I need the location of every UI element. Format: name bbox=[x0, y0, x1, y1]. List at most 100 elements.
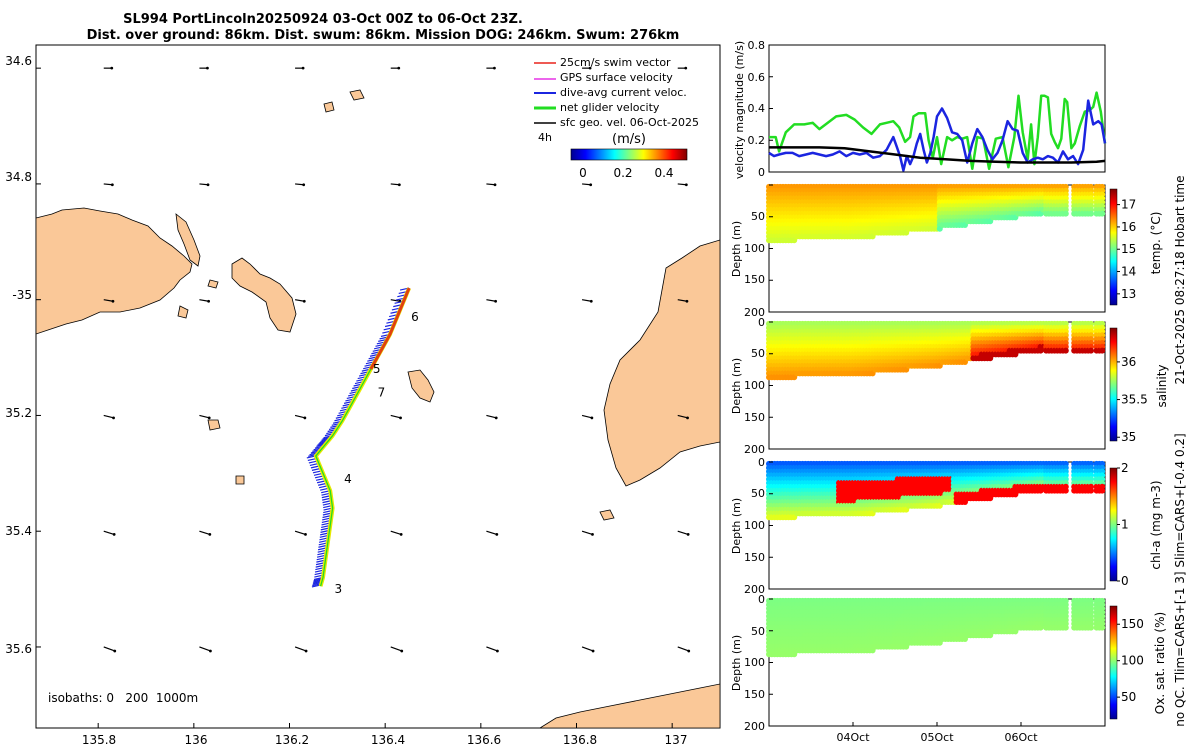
section-point bbox=[1099, 487, 1106, 494]
geo-vector-head bbox=[684, 183, 688, 187]
geo-vector-head bbox=[112, 533, 116, 536]
day-label: 5 bbox=[373, 362, 381, 376]
geo-vector-head bbox=[207, 299, 211, 303]
geo-vector bbox=[199, 414, 210, 419]
temp-y-tick: 200 bbox=[744, 306, 765, 319]
geo-vector bbox=[486, 299, 496, 302]
land-yorke bbox=[603, 239, 720, 487]
section-point bbox=[1099, 210, 1106, 217]
geo-vector-head bbox=[208, 533, 212, 536]
map-colorbar-tick: 0.2 bbox=[613, 166, 632, 180]
geo-vector-head bbox=[590, 416, 594, 420]
figure-title-line1: SL994 PortLincoln20250924 03-Oct 00Z to … bbox=[123, 12, 523, 27]
map-legend: 25cm/s swim vector GPS surface velocity … bbox=[534, 56, 699, 180]
geo-vector-head bbox=[206, 183, 210, 187]
geo-vector-head bbox=[304, 533, 307, 536]
geo-vector bbox=[103, 414, 114, 419]
velocity-y-tick: 0.6 bbox=[748, 71, 766, 84]
geo-vector bbox=[199, 299, 209, 302]
geo-vector bbox=[581, 530, 593, 535]
legend-net-label: net glider velocity bbox=[560, 101, 660, 114]
geo-vector-head bbox=[495, 533, 499, 536]
land-island-dot2 bbox=[235, 475, 245, 485]
velocity-series-line bbox=[769, 146, 1106, 164]
legend-interval: 4h bbox=[538, 131, 552, 144]
geo-vector-head bbox=[494, 416, 498, 420]
geo-vector-head bbox=[397, 183, 401, 187]
map-y-tick-label: 34.8 bbox=[5, 170, 32, 184]
chl-y-tick: 50 bbox=[751, 487, 765, 500]
land-island-dot5 bbox=[323, 101, 335, 113]
map-x-tick-label: 135.8 bbox=[82, 733, 116, 747]
geo-vector-head bbox=[687, 649, 691, 653]
geo-vector-head bbox=[304, 649, 308, 653]
sal-y-label: Depth (m) bbox=[730, 358, 743, 414]
map-colorbar-tick: 0.4 bbox=[654, 166, 673, 180]
geo-vector bbox=[295, 183, 304, 186]
geo-vector-head bbox=[589, 299, 593, 303]
map-x-tick-label: 136.6 bbox=[467, 733, 501, 747]
map-x-tick-label: 136.2 bbox=[275, 733, 309, 747]
velocity-panel: 0 0.2 0.4 0.6 0.8 velocity magnitude (m/… bbox=[733, 39, 1107, 179]
geo-vector-head bbox=[110, 183, 114, 187]
map-x-tick-label: 137 bbox=[665, 733, 688, 747]
geo-vector bbox=[486, 183, 496, 186]
temp-y-tick: 50 bbox=[751, 210, 765, 223]
geo-vector bbox=[390, 299, 401, 302]
velocity-y-label: velocity magnitude (m/s) bbox=[733, 41, 746, 179]
geo-vector-head bbox=[493, 66, 496, 70]
map-land bbox=[36, 89, 720, 728]
geo-vector bbox=[294, 299, 305, 302]
geo-vector-head bbox=[493, 183, 497, 187]
geo-vector bbox=[199, 646, 211, 652]
land-island-boston bbox=[231, 257, 297, 333]
day-label: 3 bbox=[335, 582, 343, 596]
land-island-dot1 bbox=[207, 419, 221, 431]
isobaths-label: isobaths: 0 200 1000m bbox=[48, 691, 198, 705]
geo-vector-head bbox=[111, 299, 115, 303]
colorbar-tick-label: 35 bbox=[1121, 430, 1136, 444]
velocity-y-tick: 0.8 bbox=[748, 39, 766, 52]
colorbar-tick-label: 14 bbox=[1121, 265, 1136, 279]
geo-vector bbox=[486, 530, 497, 535]
geo-vector bbox=[199, 183, 209, 186]
sal-y-tick: 50 bbox=[751, 347, 765, 360]
map-y-tick-label: 35.4 bbox=[5, 524, 32, 538]
geo-vector-head bbox=[397, 66, 401, 70]
chl-y-label: Depth (m) bbox=[730, 498, 743, 554]
day-label: 4 bbox=[344, 472, 352, 486]
colorbar-tick-label: 1 bbox=[1121, 518, 1129, 532]
geo-vector bbox=[581, 646, 594, 652]
map-y-tick-label: 34.6 bbox=[5, 54, 32, 68]
chl-y-tick: 100 bbox=[744, 519, 765, 532]
geo-vector bbox=[390, 183, 400, 186]
geo-vector-head bbox=[303, 416, 307, 420]
temp-y-tick: 100 bbox=[744, 242, 765, 255]
map-x-tick-label: 136 bbox=[185, 733, 208, 747]
geo-vector bbox=[294, 646, 307, 652]
chla-colorbar-ticks: 012 bbox=[1117, 461, 1129, 588]
chla-colorbar bbox=[1109, 467, 1118, 582]
chl-y-tick: 0 bbox=[758, 456, 765, 469]
temperature-colorbar-label: temp. (°C) bbox=[1149, 212, 1163, 275]
geo-vector bbox=[103, 183, 113, 186]
salinity-colorbar-label: salinity bbox=[1155, 364, 1169, 407]
temp-y-tick: 150 bbox=[744, 273, 765, 286]
geo-vector bbox=[486, 646, 498, 652]
colorbar-tick-label: 36 bbox=[1121, 355, 1136, 369]
chla-panel: 0 50 100 150 200 Depth (m) 012 chl-a (mg… bbox=[730, 456, 1163, 596]
salinity-colorbar bbox=[1109, 327, 1118, 442]
sal-y-tick: 200 bbox=[744, 443, 765, 456]
geo-vector-head bbox=[301, 66, 305, 70]
sal-y-tick: 150 bbox=[744, 411, 765, 424]
geo-vector-head bbox=[112, 416, 115, 420]
section-point bbox=[1062, 487, 1069, 494]
geo-vector bbox=[582, 183, 591, 186]
sal-y-tick: 0 bbox=[758, 316, 765, 329]
colorbar-tick-label: 13 bbox=[1121, 287, 1136, 301]
map-y-tick-label: -35 bbox=[12, 288, 32, 302]
geo-vector-head bbox=[684, 66, 688, 70]
